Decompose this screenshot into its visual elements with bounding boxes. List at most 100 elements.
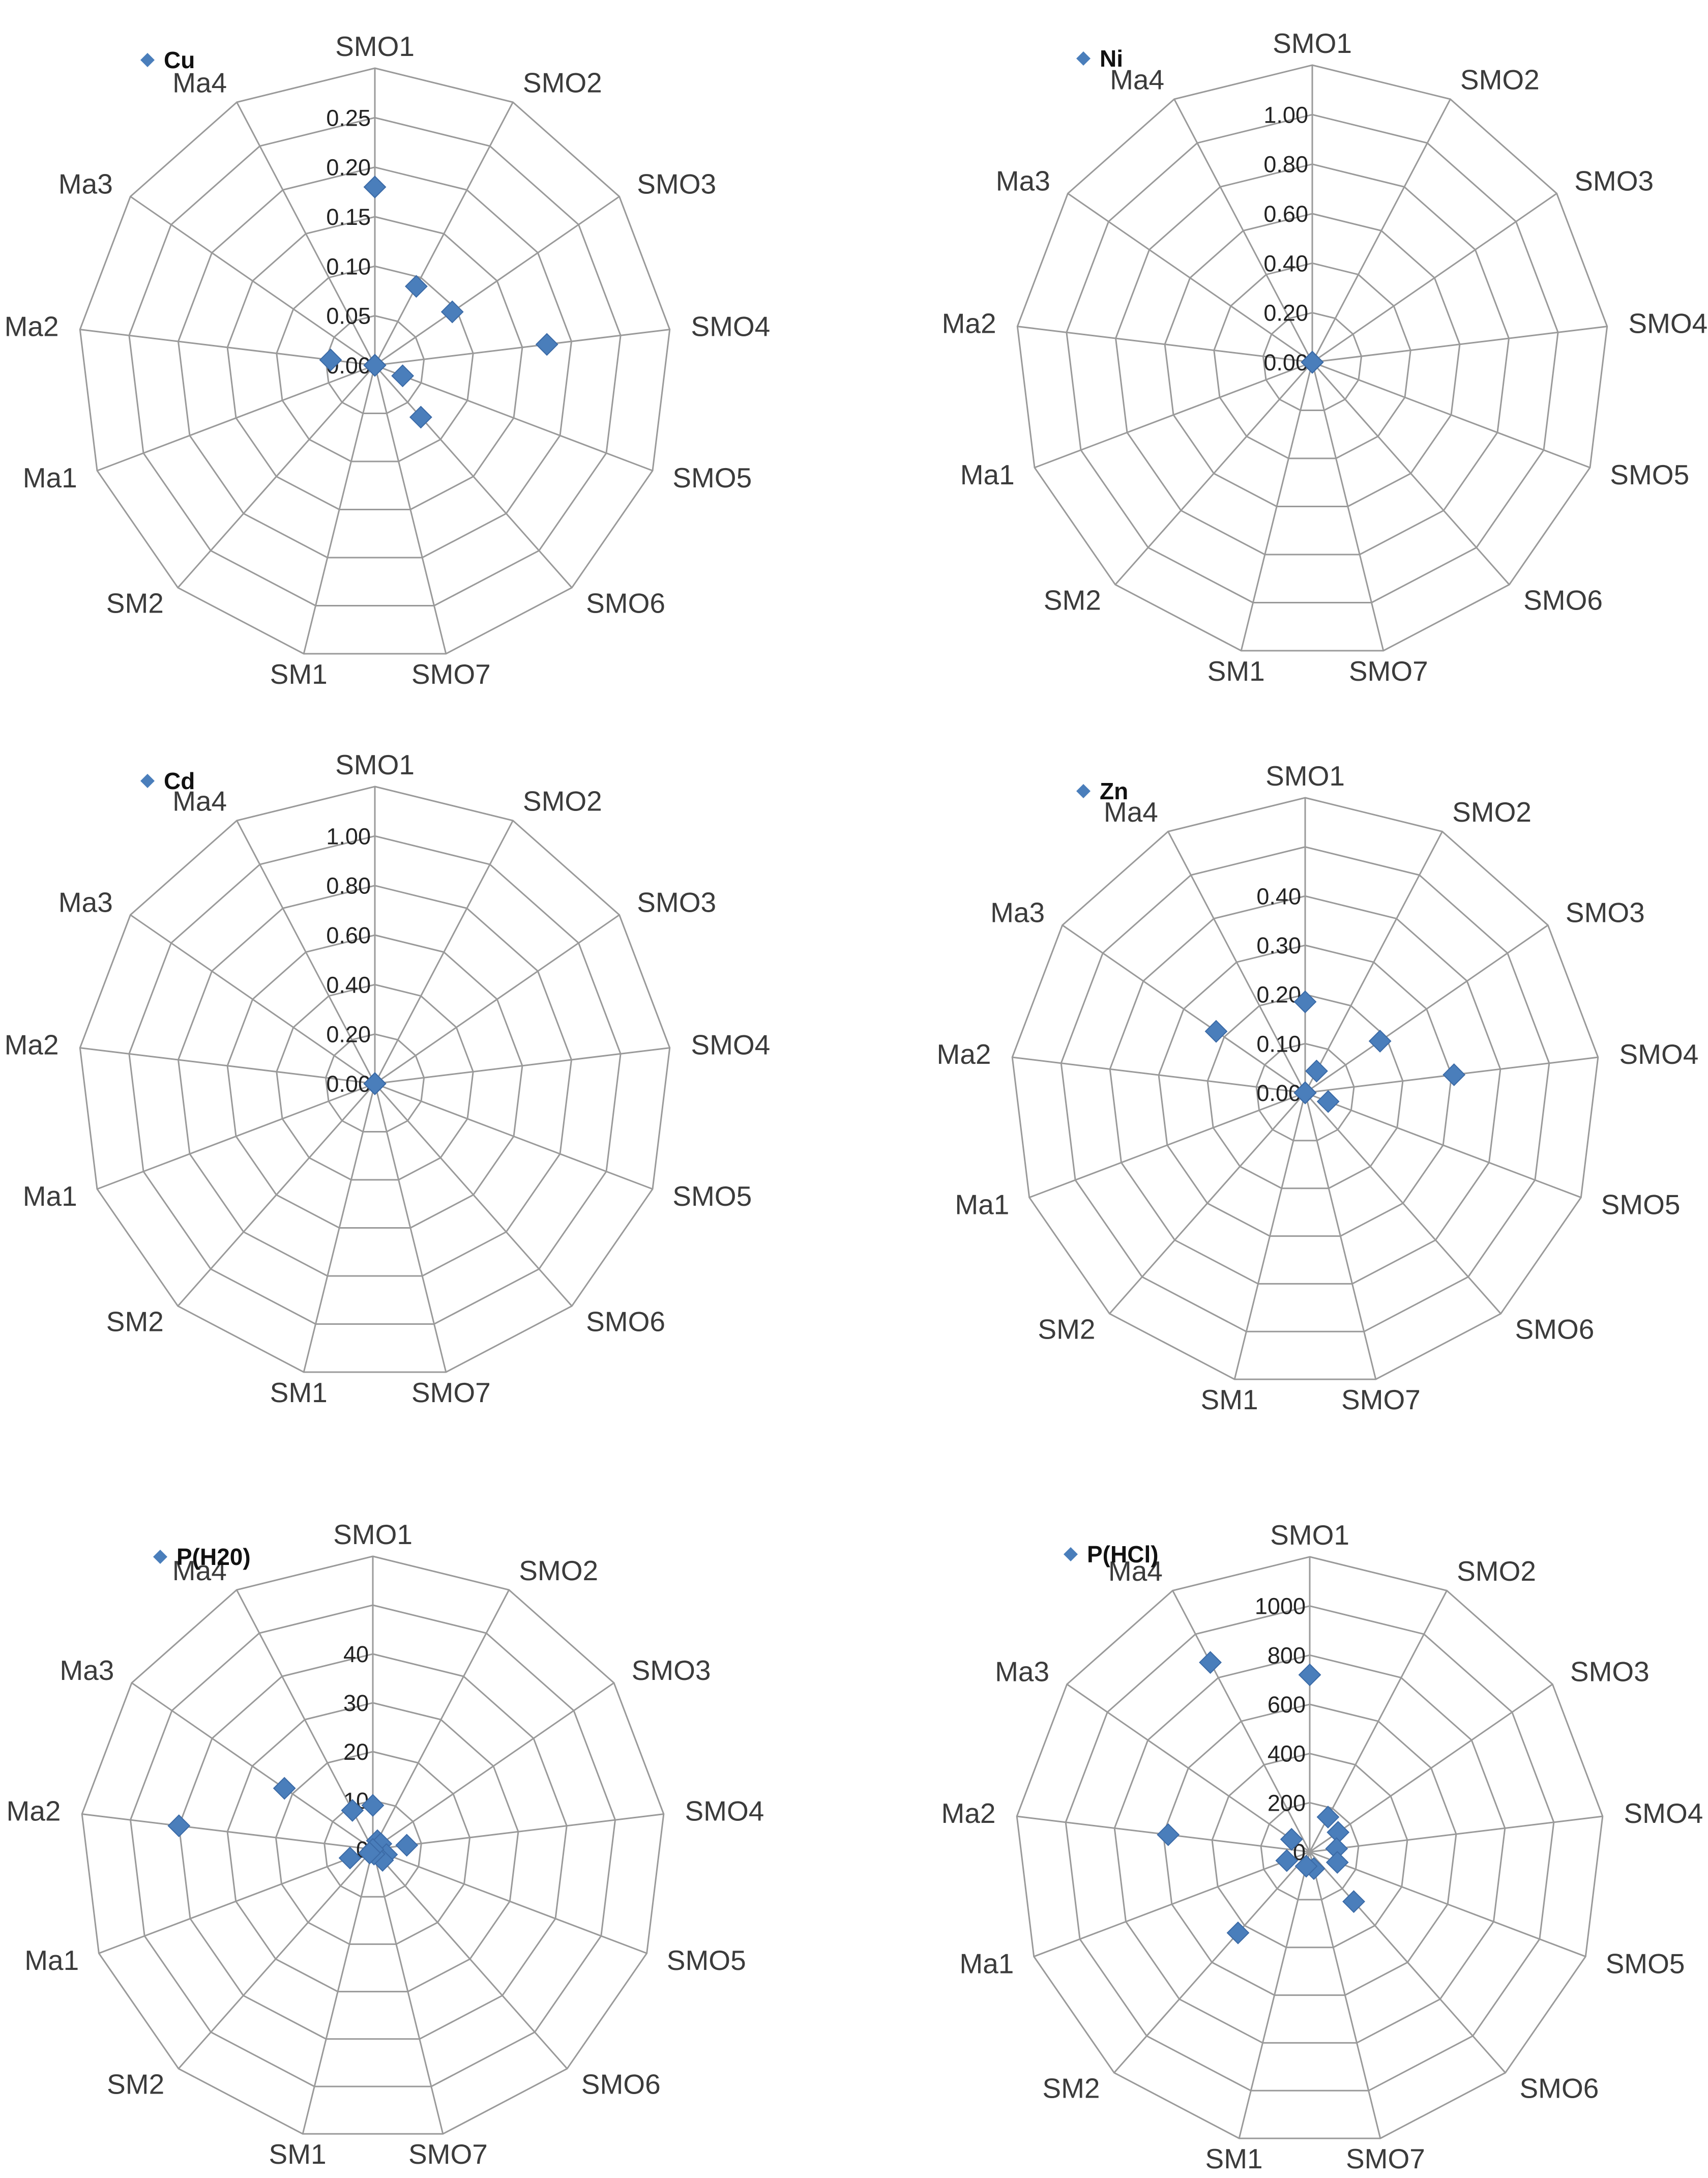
axis-spoke <box>374 365 573 589</box>
data-point-sm2 <box>1226 1921 1250 1944</box>
axis-spoke <box>1172 1590 1311 1852</box>
axis-spoke <box>1305 924 1549 1094</box>
axis-spoke <box>130 914 375 1085</box>
axis-label: SMO2 <box>1460 64 1540 96</box>
axis-label: Ma2 <box>942 308 996 339</box>
axis-label: Ma3 <box>990 897 1045 928</box>
legend-label: Zn <box>1100 778 1128 804</box>
tick-label: 0.20 <box>1263 300 1308 326</box>
axis-label: SMO3 <box>632 1654 711 1686</box>
axis-label: SM1 <box>1205 2143 1263 2174</box>
tick-label: 0.80 <box>326 873 371 899</box>
grid-ring <box>226 1702 519 1993</box>
axis-spoke <box>1034 361 1313 469</box>
grid-ring <box>226 216 523 510</box>
data-point-smo4 <box>1442 1063 1466 1086</box>
data-point-ma3 <box>273 1777 296 1800</box>
legend-label: Ni <box>1100 45 1123 72</box>
axis-spoke <box>1012 1056 1306 1094</box>
grid-ring <box>276 265 474 462</box>
data-point-smo1 <box>361 1794 385 1817</box>
axis-spoke <box>1034 1851 1310 1958</box>
radar-chart-p-h20-: SMO1 SMO2 SMO3 SMO4 SMO5 SMO6 SMO7 SM1 SM2 Ma1 Ma2… <box>7 1519 764 2170</box>
axis-label: SMO5 <box>1610 459 1689 490</box>
grid-ring <box>1213 262 1411 459</box>
tick-label: 200 <box>1268 1790 1306 1816</box>
axis-label: SMO1 <box>335 31 415 62</box>
axis-label: SMO5 <box>1601 1189 1681 1221</box>
tick-label: 1.00 <box>1263 102 1308 128</box>
grid-ring <box>1158 944 1453 1237</box>
axis-label: Ma3 <box>58 168 113 199</box>
axis-spoke <box>374 102 514 366</box>
axis-label: SMO1 <box>1270 1519 1349 1551</box>
axis-label: SMO4 <box>1628 308 1707 339</box>
axis-spoke <box>1113 1851 1311 2074</box>
grid-ring <box>79 786 671 1373</box>
grid-ring <box>323 1799 422 1898</box>
legend: Zn <box>1076 778 1128 804</box>
axis-spoke <box>1067 193 1313 363</box>
axis-spoke <box>374 1047 670 1085</box>
grid-ring <box>1114 163 1510 556</box>
axis-label: SM1 <box>269 2138 327 2170</box>
axis-label: SMO5 <box>672 462 752 493</box>
axis-spoke <box>372 1849 444 2134</box>
axis-label: SMO7 <box>408 2138 488 2170</box>
axis-label: Ma3 <box>995 1656 1049 1688</box>
axis-label: Ma4 <box>1104 796 1158 828</box>
axis-spoke <box>1309 1851 1381 2139</box>
axis-label: SMO6 <box>1515 1314 1595 1345</box>
tick-label: 0.40 <box>1263 250 1308 276</box>
axis-label: SM1 <box>270 658 328 690</box>
tick-label: 800 <box>1268 1642 1306 1668</box>
tick-label: 0.40 <box>326 972 371 998</box>
axis-label: SMO3 <box>637 168 716 199</box>
grid-ring <box>1066 113 1559 603</box>
tick-label: 0.10 <box>326 253 371 279</box>
axis-label: SM1 <box>1201 1384 1258 1415</box>
axis-label: Ma2 <box>5 311 59 342</box>
axis-spoke <box>372 1849 568 2070</box>
axis-label: SMO3 <box>637 886 716 918</box>
axis-spoke <box>1109 1092 1306 1315</box>
axis-spoke <box>131 1682 373 1850</box>
axis-label: SMO7 <box>411 658 491 690</box>
grid-ring <box>1011 797 1599 1380</box>
grid-ring <box>128 117 622 606</box>
data-point-ma4 <box>1199 1651 1222 1674</box>
grid-ring <box>177 885 573 1277</box>
legend-marker <box>140 774 155 788</box>
radar-chart-p-hcl-: SMO1 SMO2 SMO3 SMO4 SMO5 SMO6 SMO7 SM1 SM2 Ma1 Ma2… <box>941 1519 1703 2174</box>
data-point-ma4 <box>341 1799 364 1822</box>
radar-chart-ni: SMO1 SMO2 SMO3 SMO4 SMO5 SMO6 SMO7 SM1 SM2 Ma1 Ma2… <box>942 27 1708 687</box>
legend-marker <box>153 1550 167 1564</box>
axis-label: SMO2 <box>519 1555 598 1586</box>
axis-spoke <box>1311 99 1451 363</box>
grid-ring <box>1262 312 1363 411</box>
data-point-smo2 <box>1305 1059 1328 1083</box>
axis-label: SM1 <box>270 1377 328 1408</box>
data-point-ma1 <box>1275 1849 1299 1872</box>
axis-label: SMO4 <box>685 1795 764 1827</box>
axis-spoke <box>97 1083 375 1190</box>
tick-label: 0.40 <box>1256 883 1301 909</box>
axis-spoke <box>1311 362 1385 651</box>
data-point-smo2 <box>405 275 428 298</box>
grid-ring <box>1162 1703 1457 1996</box>
axis-label: SM2 <box>107 2069 164 2100</box>
data-point-ma4 <box>363 1072 387 1095</box>
axis-spoke <box>374 914 620 1085</box>
axis-spoke <box>374 820 514 1084</box>
data-point-smo1 <box>1293 990 1317 1013</box>
axis-spoke <box>1029 1092 1306 1199</box>
data-point-smo4 <box>535 333 558 356</box>
tick-label: 0.00 <box>326 1071 371 1097</box>
grid-ring <box>129 1604 616 2087</box>
data-point-smo1 <box>363 176 387 199</box>
axis-label: SM2 <box>1042 2073 1100 2104</box>
axis-spoke <box>98 1848 373 1954</box>
grid-ring <box>177 166 573 559</box>
tick-label: 0.00 <box>1256 1080 1301 1106</box>
axis-label: Ma3 <box>996 165 1050 196</box>
